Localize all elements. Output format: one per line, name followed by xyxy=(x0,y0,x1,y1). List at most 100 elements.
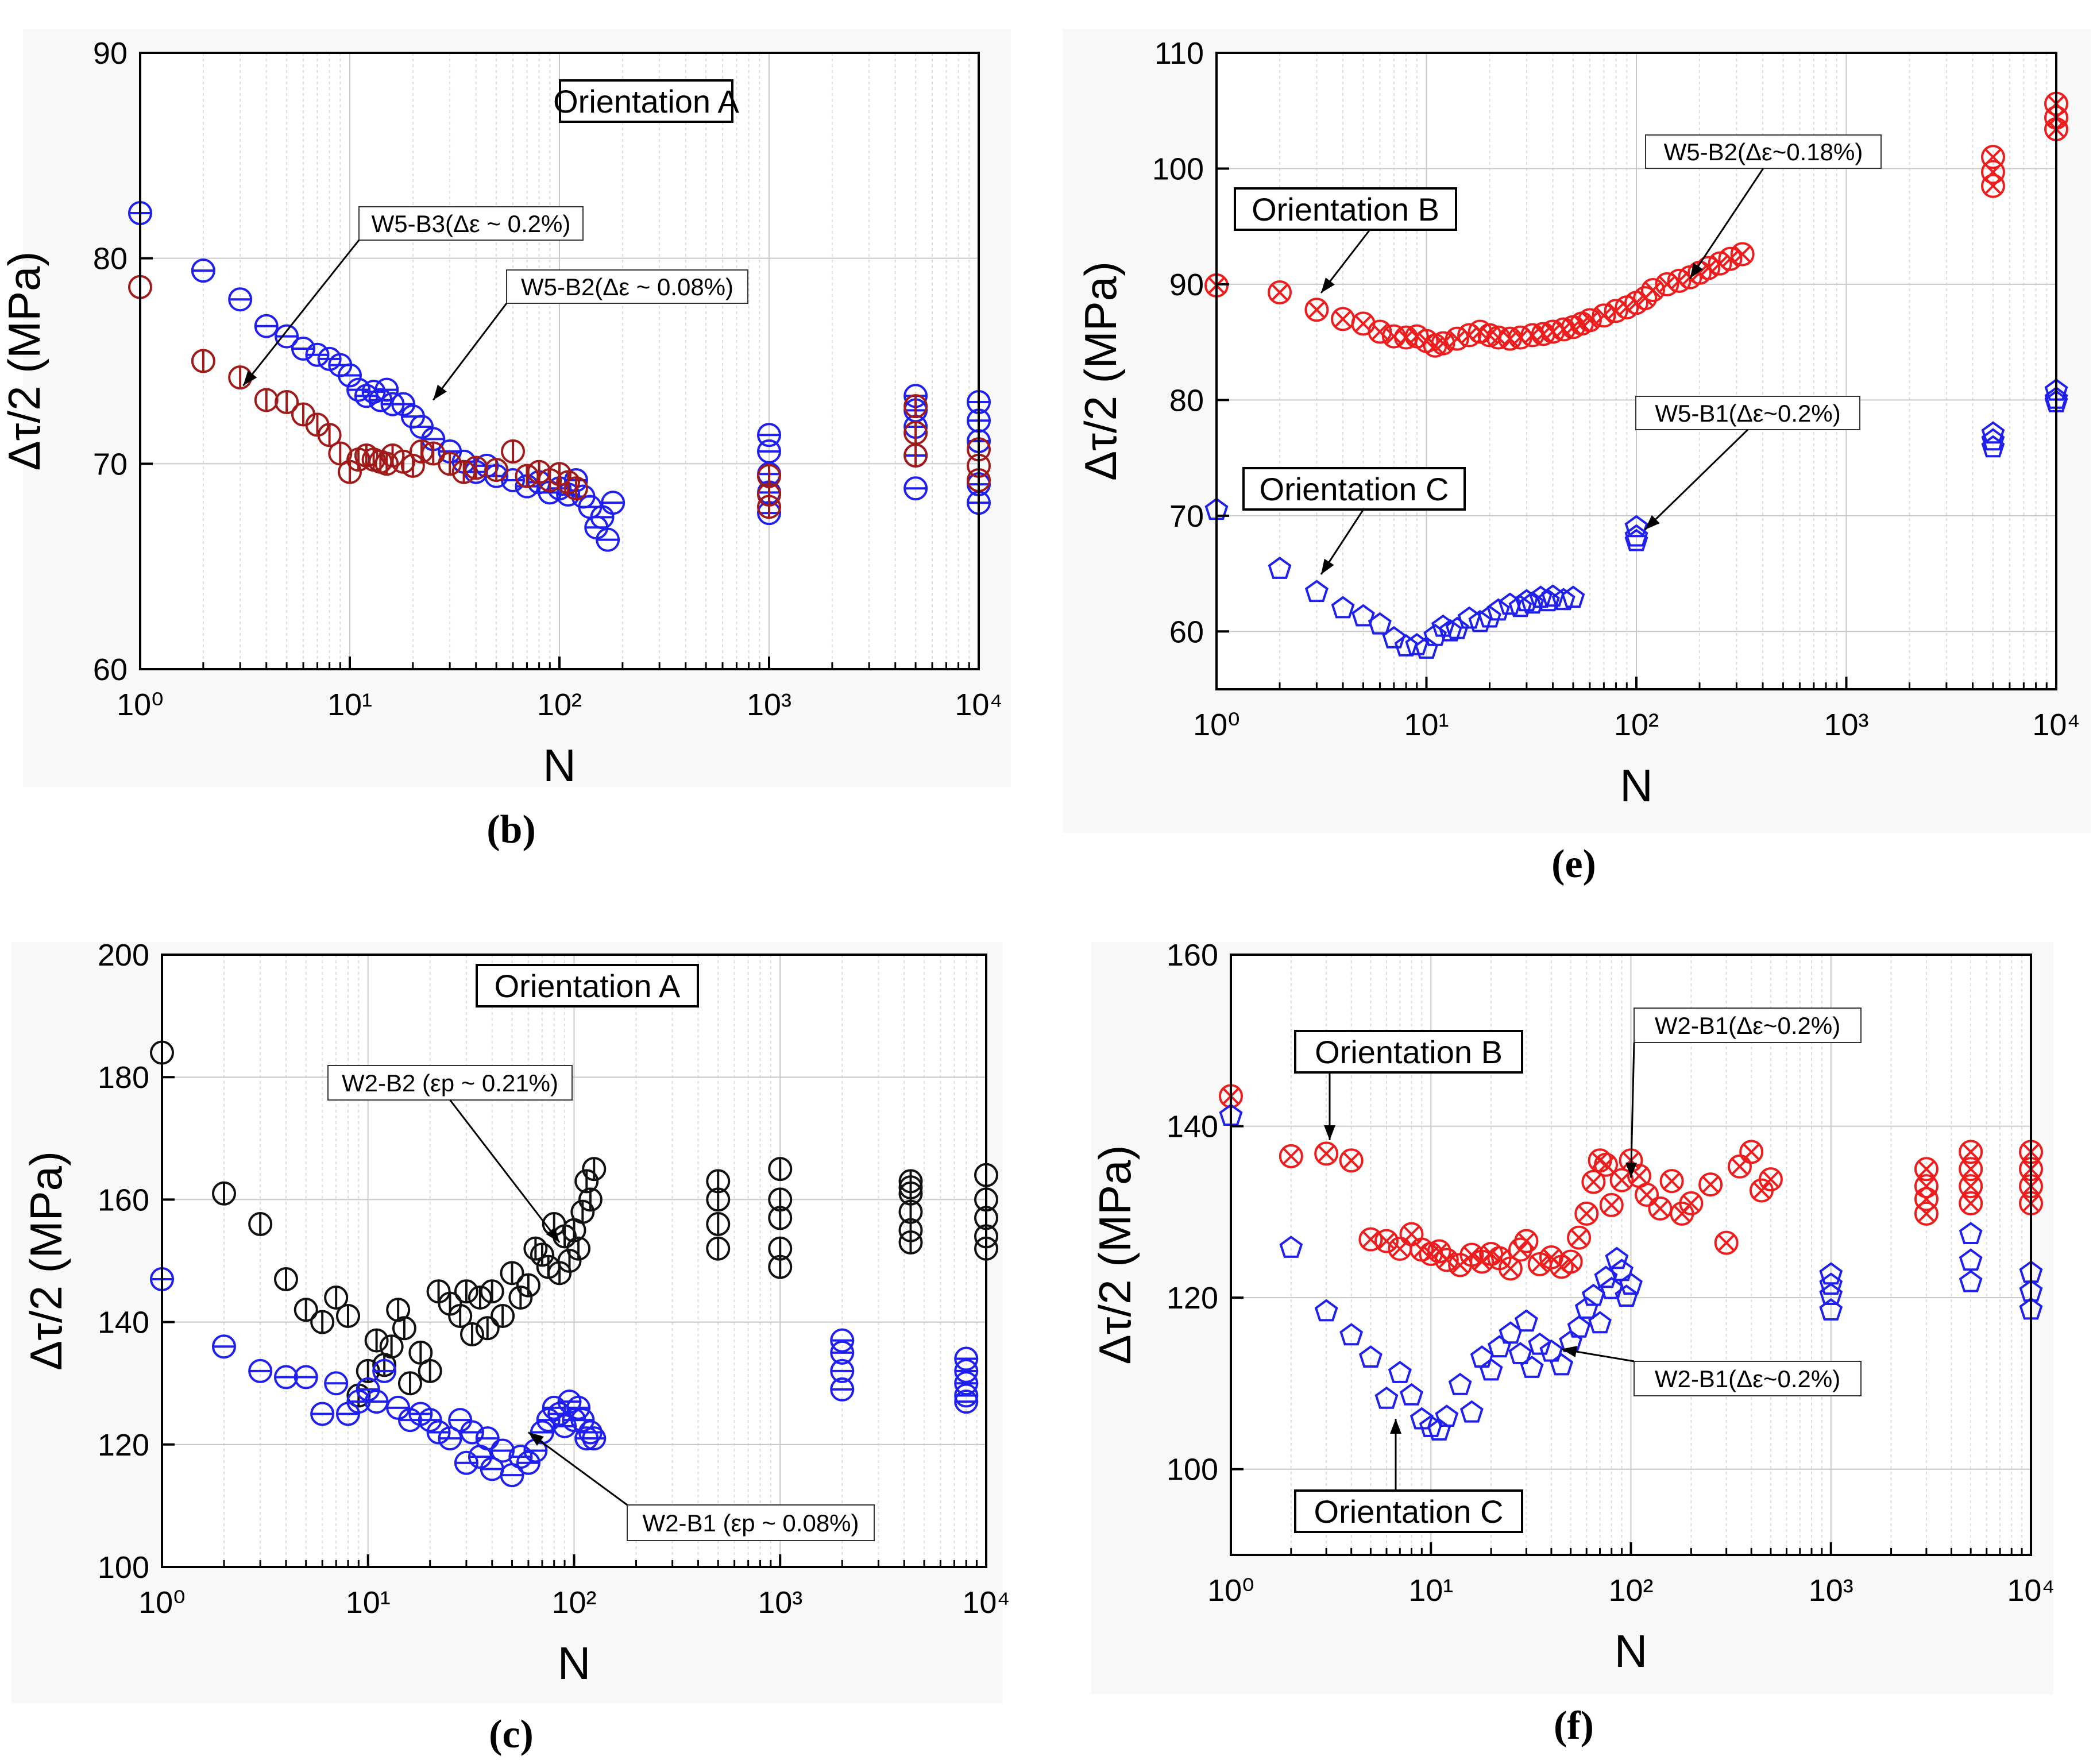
data-point xyxy=(1959,1157,1983,1182)
data-point xyxy=(768,1206,793,1230)
orientation-label: Orientation B xyxy=(1315,1034,1503,1070)
data-point xyxy=(191,258,215,283)
x-axis-title: N xyxy=(543,740,576,791)
annotation-label: W2-B2 (εp ~ 0.21%) xyxy=(342,1070,558,1097)
data-point xyxy=(515,464,539,488)
x-tick-label: 10¹ xyxy=(1404,708,1449,742)
data-point xyxy=(364,1389,389,1414)
data-point xyxy=(491,1303,515,1328)
data-point xyxy=(757,495,781,519)
annotation-label: W2-B1(Δε~0.2%) xyxy=(1655,1365,1840,1392)
data-point xyxy=(248,1358,273,1383)
data-point xyxy=(563,476,588,501)
x-tick-label: 10² xyxy=(551,1585,596,1620)
y-tick-label: 180 xyxy=(98,1060,149,1095)
data-point xyxy=(1600,1276,1624,1299)
data-point xyxy=(305,342,330,367)
label-pointer xyxy=(1320,508,1365,575)
data-point xyxy=(1981,428,2005,451)
data-point xyxy=(1459,1400,1484,1423)
orientation-label: Orientation C xyxy=(1260,471,1449,507)
data-point xyxy=(954,1383,979,1408)
series-f-1 xyxy=(1219,1103,2043,1441)
data-point xyxy=(1739,1140,1764,1164)
data-point xyxy=(1567,1315,1591,1338)
data-point xyxy=(454,1450,478,1475)
data-point xyxy=(1959,1222,1983,1244)
data-point xyxy=(338,363,362,388)
annotation-arrow xyxy=(449,1099,561,1243)
data-point xyxy=(1304,580,1329,603)
data-point xyxy=(426,1420,451,1445)
data-point xyxy=(392,1316,416,1341)
annotation-box xyxy=(627,1504,875,1541)
chart-e: 60 70 80 90 100 110 10⁰ 10¹ 10² 10³ 10⁴ N Δτ/2 (MPa)… xyxy=(1063,29,2091,833)
data-point xyxy=(954,1371,979,1396)
annotation-label: W5-B1(Δε~0.2%) xyxy=(1655,400,1840,427)
data-point xyxy=(1314,1299,1338,1322)
annotation-box xyxy=(1634,1008,1862,1043)
data-point xyxy=(324,1371,349,1396)
data-point xyxy=(211,1181,236,1206)
series-c-1 xyxy=(150,1267,979,1488)
data-point xyxy=(1508,1342,1532,1364)
x-tick-label: 10⁴ xyxy=(2007,1573,2055,1608)
data-point xyxy=(830,1340,855,1365)
data-point xyxy=(757,423,781,447)
data-point xyxy=(317,423,342,447)
data-point xyxy=(438,451,462,476)
orientation-label-box xyxy=(559,79,733,123)
data-point xyxy=(578,1187,603,1212)
data-point xyxy=(1550,1353,1574,1376)
annotation-arrow xyxy=(1561,1346,1635,1362)
data-point xyxy=(706,1236,731,1261)
x-tick-label: 10¹ xyxy=(1408,1573,1453,1608)
data-point xyxy=(386,1298,411,1322)
caption-c: (c) xyxy=(489,1712,534,1757)
x-axis-title: N xyxy=(1620,760,1653,811)
y-tick-label: 120 xyxy=(1167,1281,1218,1315)
data-point xyxy=(1624,528,1648,551)
data-point xyxy=(570,1199,595,1224)
y-tick-label: 80 xyxy=(93,242,128,276)
data-point xyxy=(275,390,299,415)
data-point xyxy=(294,1298,318,1322)
data-point xyxy=(1551,588,1575,611)
data-point xyxy=(1624,524,1648,547)
x-tick-label: 10⁴ xyxy=(955,688,1002,722)
data-point xyxy=(1980,173,2005,198)
data-point xyxy=(480,1279,504,1304)
data-point xyxy=(1368,612,1392,635)
data-point xyxy=(706,1187,731,1212)
orientation-label: Orientation B xyxy=(1252,191,1439,227)
data-point xyxy=(1959,1248,1983,1271)
x-tick-label: 10⁴ xyxy=(2032,708,2080,742)
data-point xyxy=(1435,1404,1459,1427)
y-tick-label: 200 xyxy=(98,938,149,972)
annotation-arrow xyxy=(432,303,508,401)
data-point xyxy=(418,1408,442,1433)
data-point xyxy=(1468,609,1492,632)
data-point xyxy=(1358,1345,1383,1368)
data-point xyxy=(275,324,299,349)
annotation-label: W5-B3(Δε ~ 0.2%) xyxy=(372,210,571,237)
y-tick-label: 100 xyxy=(1167,1453,1218,1487)
data-point xyxy=(1331,596,1355,619)
data-point xyxy=(1819,1272,1843,1295)
data-point xyxy=(1959,1269,1983,1292)
label-pointer xyxy=(1320,229,1371,294)
data-point xyxy=(374,377,399,402)
data-point xyxy=(578,1420,603,1445)
data-point xyxy=(1514,1229,1539,1253)
y-tick-label: 70 xyxy=(93,447,128,481)
data-point xyxy=(1339,1323,1364,1346)
data-point xyxy=(1619,1272,1643,1295)
x-tick-label: 10⁰ xyxy=(1193,708,1240,742)
annotation-arrow xyxy=(528,1431,628,1506)
y-tick-label: 80 xyxy=(1169,383,1204,418)
data-point xyxy=(228,287,253,312)
data-point xyxy=(1558,1249,1583,1274)
data-point xyxy=(530,1242,554,1267)
data-point xyxy=(523,1236,548,1261)
x-tick-label: 10³ xyxy=(1824,708,1868,742)
